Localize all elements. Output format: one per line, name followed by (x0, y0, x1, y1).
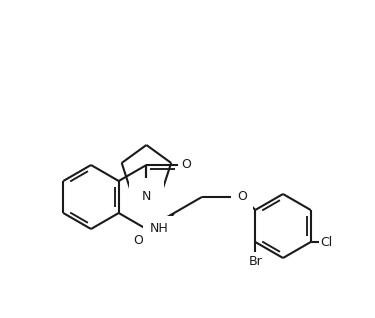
Text: Br: Br (248, 255, 262, 268)
Text: NH: NH (149, 223, 168, 236)
Text: N: N (142, 190, 151, 204)
Text: O: O (134, 234, 143, 247)
Text: O: O (237, 190, 247, 204)
Text: O: O (182, 158, 191, 171)
Text: N: N (142, 190, 151, 204)
Text: Cl: Cl (321, 236, 333, 248)
